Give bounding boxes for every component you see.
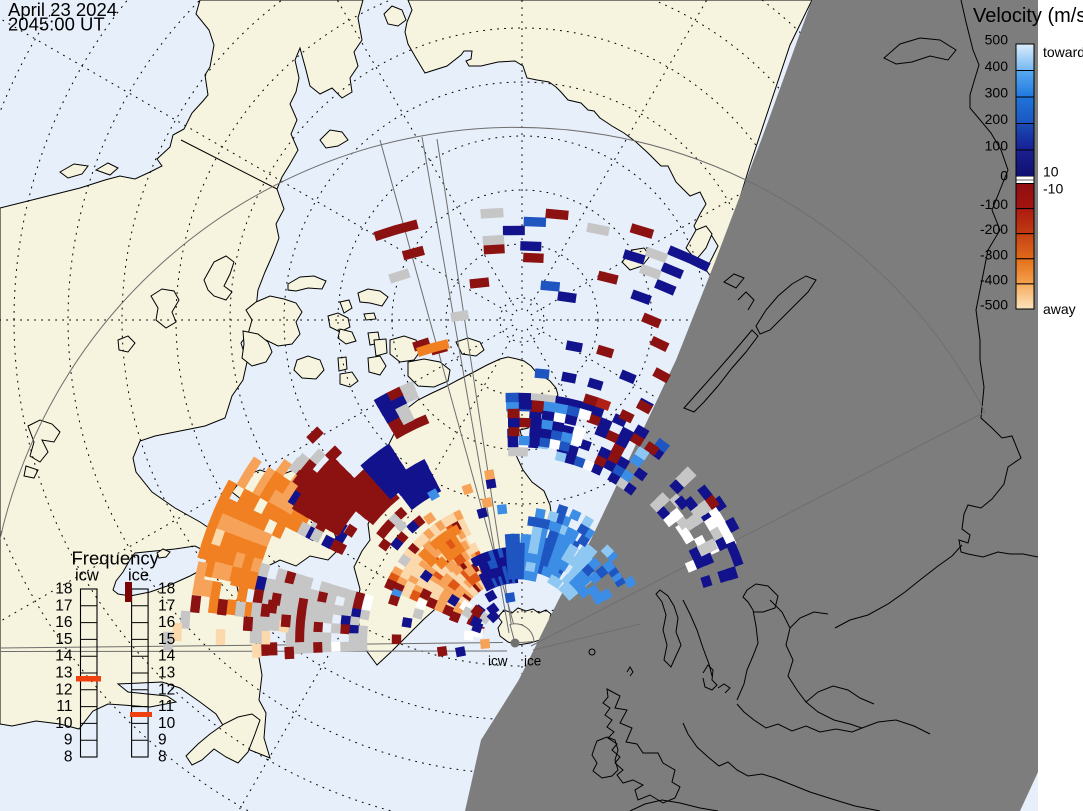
svg-text:400: 400: [985, 58, 1009, 74]
svg-text:18: 18: [55, 581, 72, 598]
svg-text:toward: toward: [1043, 44, 1083, 60]
svg-text:14: 14: [55, 648, 73, 665]
svg-text:away: away: [1043, 301, 1076, 317]
svg-text:Frequency: Frequency: [72, 548, 160, 569]
svg-text:ice: ice: [524, 654, 541, 669]
svg-text:500: 500: [985, 32, 1009, 48]
svg-text:8: 8: [64, 749, 73, 766]
svg-text:-100: -100: [980, 196, 1008, 212]
svg-text:ice: ice: [128, 567, 149, 585]
svg-text:100: 100: [985, 138, 1009, 154]
svg-text:11: 11: [56, 698, 72, 715]
svg-text:16: 16: [55, 614, 72, 631]
svg-text:13: 13: [55, 665, 72, 682]
svg-text:0: 0: [1000, 168, 1008, 184]
svg-text:18: 18: [158, 581, 175, 598]
svg-text:13: 13: [158, 665, 175, 682]
svg-text:12: 12: [55, 681, 72, 698]
svg-text:-10: -10: [1043, 181, 1063, 197]
svg-text:17: 17: [158, 597, 175, 614]
svg-text:2045:00 UT: 2045:00 UT: [8, 14, 105, 35]
svg-text:-200: -200: [980, 221, 1008, 237]
svg-text:-400: -400: [980, 271, 1008, 287]
svg-text:icw: icw: [75, 567, 99, 585]
svg-text:15: 15: [158, 631, 175, 648]
svg-text:11: 11: [158, 698, 174, 715]
svg-text:Velocity (m/s): Velocity (m/s): [973, 5, 1083, 27]
svg-text:icw: icw: [488, 654, 508, 669]
svg-text:15: 15: [55, 631, 72, 648]
svg-text:200: 200: [985, 111, 1009, 127]
svg-text:300: 300: [985, 85, 1009, 101]
svg-text:12: 12: [158, 681, 175, 698]
svg-text:17: 17: [55, 597, 72, 614]
svg-text:8: 8: [158, 749, 167, 766]
svg-text:-300: -300: [980, 246, 1008, 262]
svg-text:14: 14: [158, 648, 176, 665]
svg-text:-500: -500: [980, 297, 1008, 313]
svg-text:9: 9: [158, 732, 167, 749]
svg-text:16: 16: [158, 614, 175, 631]
svg-text:9: 9: [64, 732, 73, 749]
svg-text:10: 10: [158, 715, 176, 732]
svg-text:10: 10: [1043, 164, 1059, 180]
svg-text:April 23 2024: April 23 2024: [8, 0, 117, 20]
svg-text:10: 10: [55, 715, 73, 732]
